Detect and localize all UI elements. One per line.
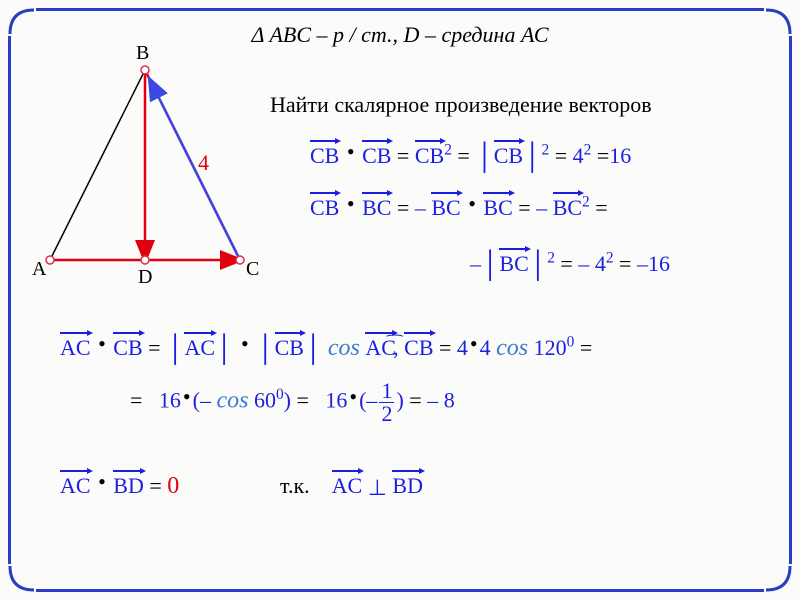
- vec-bc: BC: [362, 192, 391, 221]
- edge-ab: [50, 70, 145, 260]
- vec-cb: CB: [404, 332, 433, 361]
- label-a: A: [32, 258, 46, 281]
- corner-bl: [8, 564, 36, 592]
- point-a: [46, 256, 54, 264]
- vector-cb: [150, 80, 240, 260]
- point-d: [141, 256, 149, 264]
- vec-cb: CB: [494, 140, 523, 169]
- vec-ac: AC: [184, 332, 215, 361]
- problem-title: Δ ABC – р / ст., D – средина АС: [0, 22, 800, 48]
- vec-bc: BC: [483, 192, 512, 221]
- eq-cb-bc: CB • BC = – BC • BC = – BC2 =: [310, 192, 608, 221]
- vec-ac: AC: [60, 332, 91, 361]
- vec-bd: BD: [392, 470, 423, 499]
- vec-cb: CB: [415, 140, 444, 169]
- vec-cb: CB: [113, 332, 142, 361]
- vec-bd: BD: [113, 470, 144, 499]
- corner-br: [764, 564, 792, 592]
- vec-cb: CB: [310, 140, 339, 169]
- perp-symbol: ⊥: [368, 475, 387, 500]
- vec-bc: BC: [431, 192, 460, 221]
- point-b: [141, 66, 149, 74]
- vec-ac: AC: [60, 470, 91, 499]
- triangle-diagram: A B C D 4: [40, 60, 250, 290]
- task-text: Найти скалярное произведение векторов: [270, 92, 652, 118]
- vec-bc: BC: [499, 248, 528, 277]
- because-text: т.к. AC ⊥ BD: [280, 470, 423, 501]
- result-zero: 0: [167, 473, 179, 499]
- vec-cb: CB: [310, 192, 339, 221]
- point-c: [236, 256, 244, 264]
- eq-ac-cb: AC • CB = │AC│ • │CB│ cos AC⌢, CB = 4•4 …: [60, 328, 592, 364]
- eq-cb-bc-cont: –│BC│2 = – 42 = –16: [470, 248, 670, 280]
- label-b: B: [136, 42, 149, 65]
- label-d: D: [138, 266, 152, 289]
- vec-cb: CB: [362, 140, 391, 169]
- vec-bc: BC: [553, 192, 582, 221]
- label-c: C: [246, 258, 259, 281]
- vec-ac: AC: [332, 470, 363, 499]
- label-side: 4: [198, 150, 209, 176]
- eq-ac-cb-cont: = 16•(– cos 600) = 16•(–12) = – 8: [130, 380, 455, 425]
- vec-cb: CB: [275, 332, 304, 361]
- eq-cb-cb: CB • CB = CB2 = │CB│2 = 42 =16: [310, 140, 631, 172]
- eq-ac-bd: AC • BD = 0: [60, 470, 179, 500]
